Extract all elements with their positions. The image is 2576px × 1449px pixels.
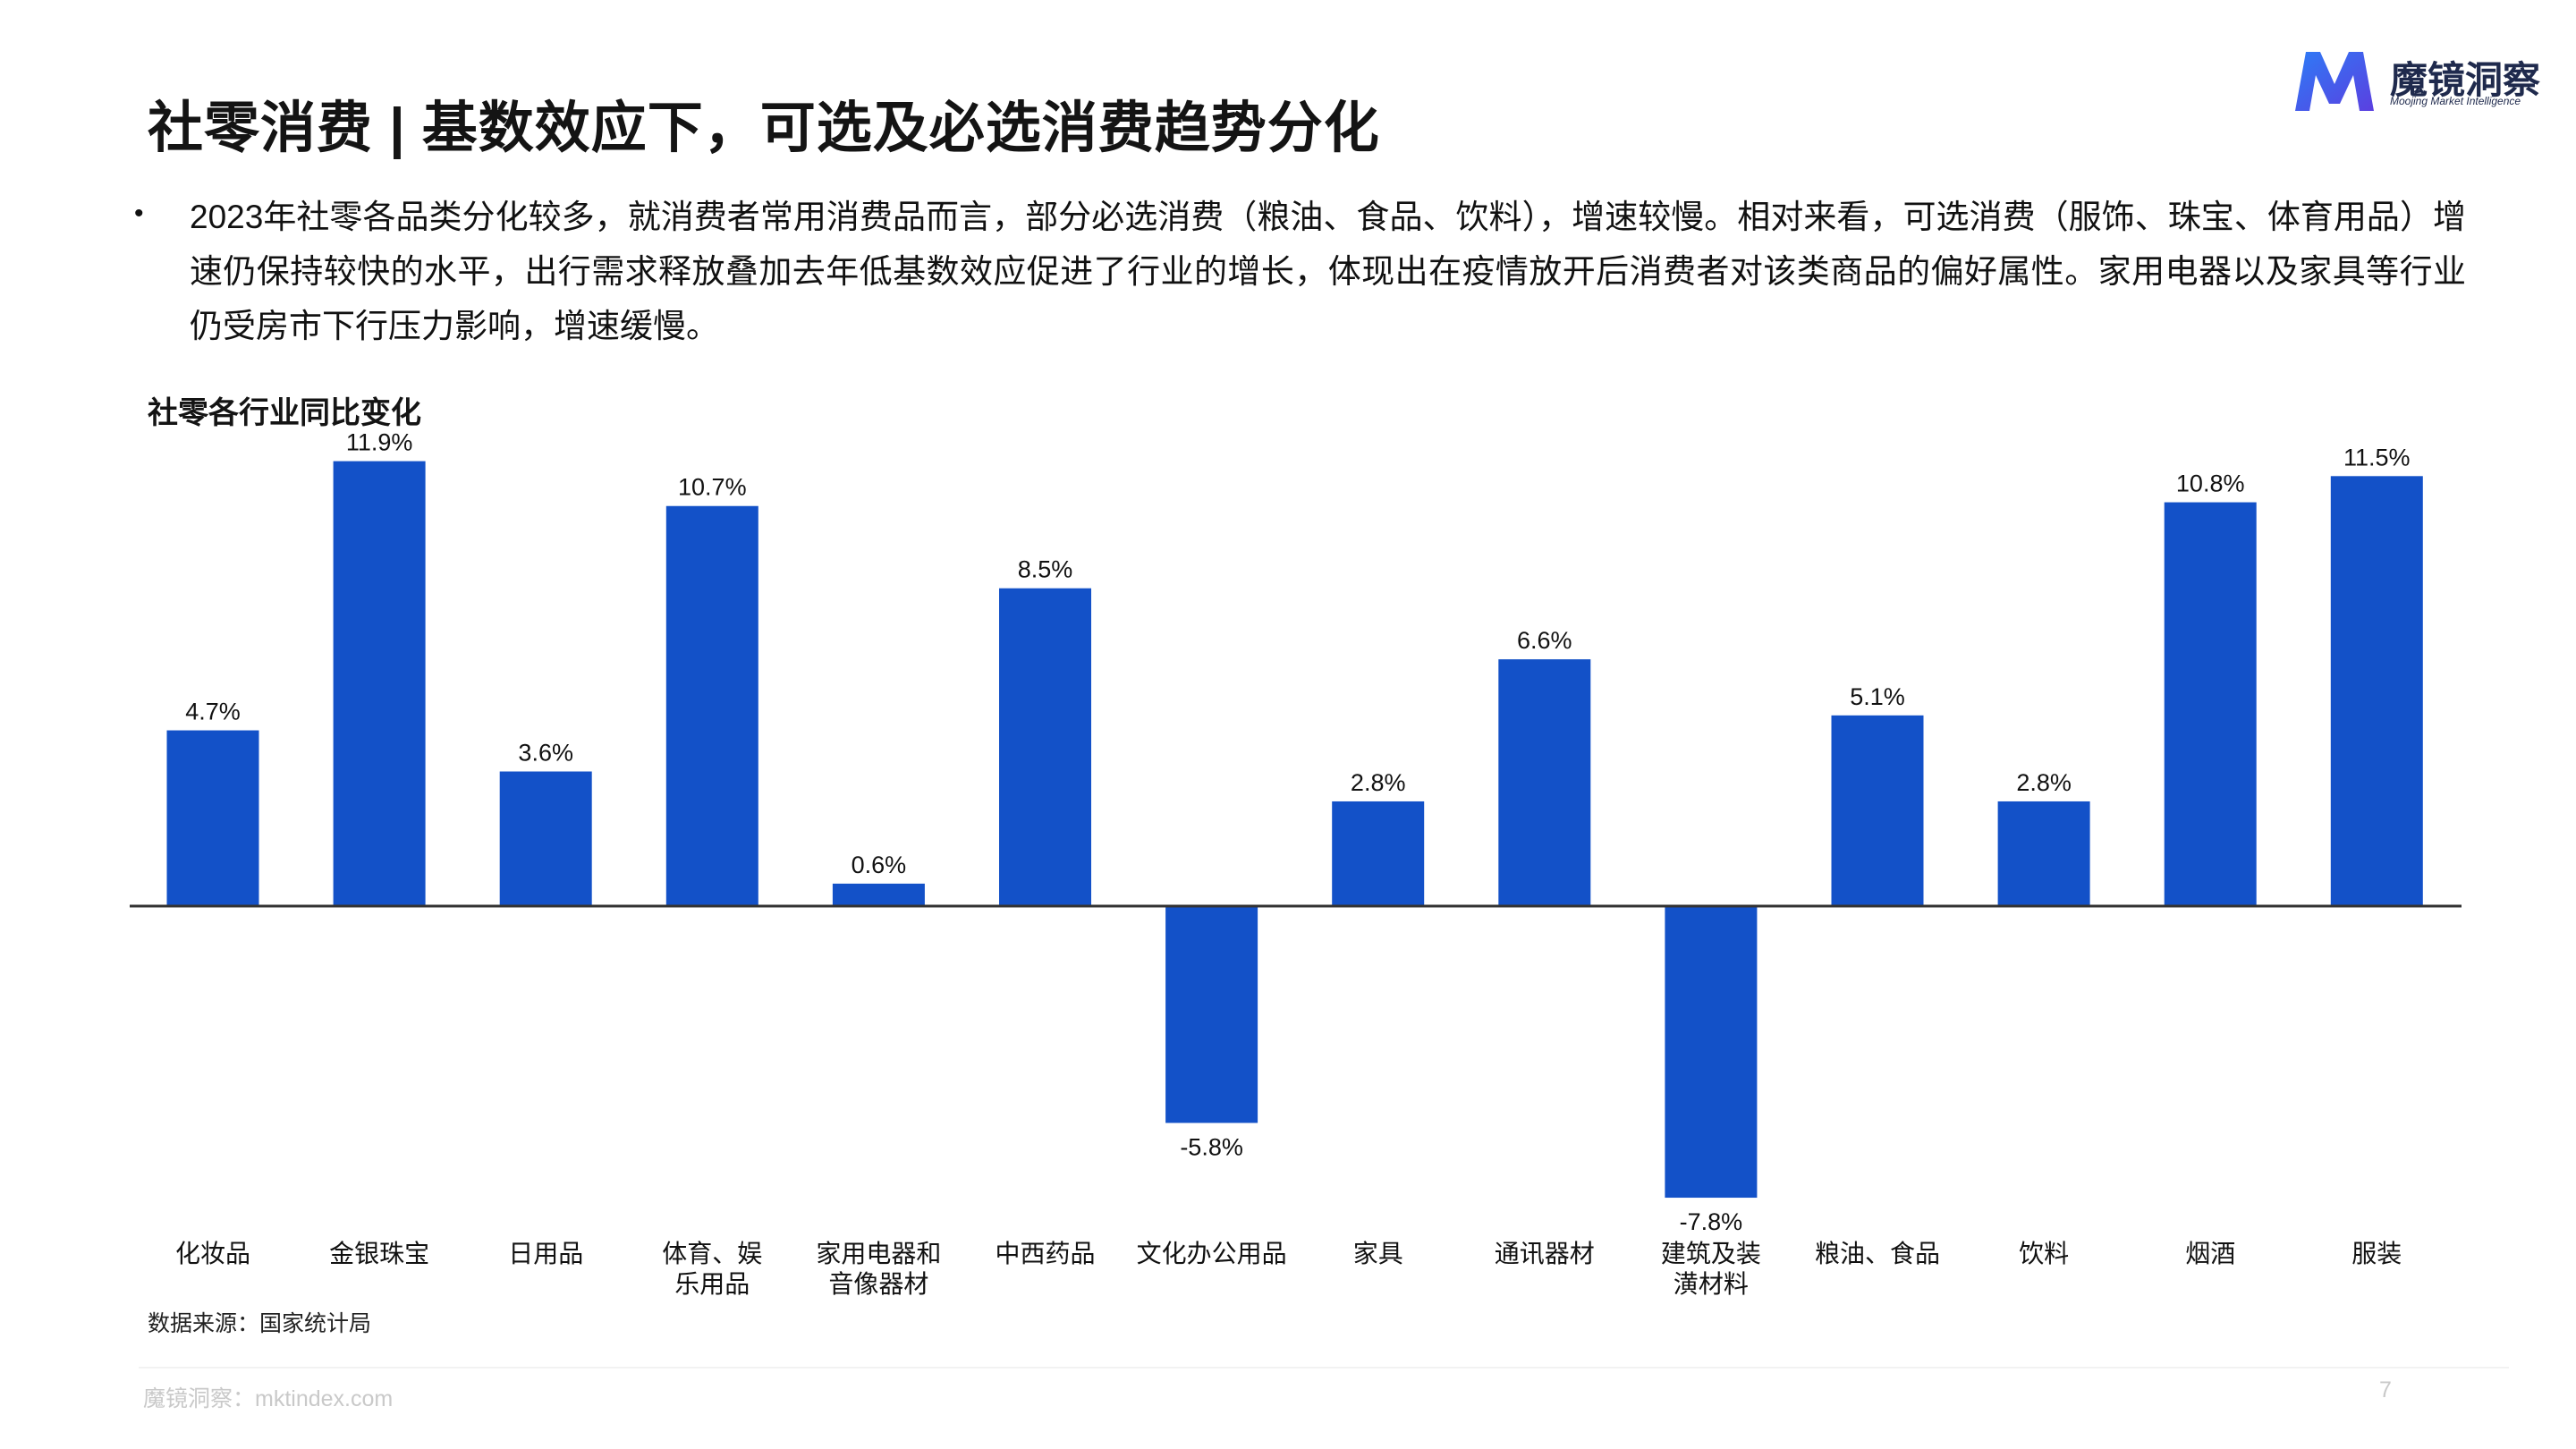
data-label: -7.8% (1680, 1208, 1743, 1235)
data-label: 3.6% (518, 740, 573, 767)
bar-8 (1332, 801, 1425, 906)
category-label: 日用品 (508, 1240, 583, 1267)
bar-3 (499, 771, 592, 906)
m-logo-icon (2295, 52, 2374, 111)
bar-12 (1997, 801, 2090, 906)
bar-5 (832, 883, 925, 906)
data-label: 2.8% (1351, 769, 1406, 796)
chart-title: 社零各行业同比变化 (148, 396, 421, 430)
bar-6 (999, 588, 1091, 906)
bar-7 (1165, 906, 1258, 1123)
bar-4 (665, 505, 758, 906)
data-label: 2.8% (2016, 769, 2072, 796)
data-label: 10.8% (2176, 470, 2245, 497)
data-label: -5.8% (1180, 1133, 1243, 1160)
category-label: 家具 (1353, 1240, 1403, 1267)
category-label: 金银珠宝 (329, 1240, 429, 1267)
footer-divider (139, 1367, 2509, 1368)
data-label: 10.7% (678, 474, 747, 501)
data-source: 数据来源：国家统计局 (148, 1311, 372, 1336)
category-label: 通讯器材 (1495, 1240, 1595, 1267)
data-label: 5.1% (1850, 683, 1905, 710)
bar-11 (1831, 715, 1924, 906)
category-label: 体育、娱 (662, 1240, 762, 1267)
category-label: 乐用品 (674, 1270, 750, 1298)
bar-2 (333, 461, 426, 906)
page-number: 7 (2379, 1377, 2392, 1402)
data-label: 0.6% (852, 852, 907, 878)
category-label: 化妆品 (175, 1240, 250, 1267)
bar-1 (166, 730, 259, 906)
category-label: 建筑及装 (1661, 1240, 1761, 1267)
data-label: 4.7% (185, 699, 241, 725)
data-label: 11.5% (2343, 444, 2411, 470)
category-label: 潢材料 (1674, 1270, 1749, 1298)
data-label: 11.9% (346, 429, 413, 456)
bar-10 (1665, 906, 1758, 1199)
category-label: 音像器材 (828, 1270, 928, 1298)
category-label: 文化办公用品 (1137, 1240, 1287, 1267)
category-label: 中西药品 (995, 1240, 1095, 1267)
category-label: 服装 (2351, 1240, 2402, 1267)
data-label: 8.5% (1018, 556, 1073, 583)
logo-tagline: Moojing Market Intelligence (2390, 95, 2521, 107)
footer-site: 魔镜洞察：mktindex.com (143, 1386, 394, 1411)
brand-logo: 魔镜洞察 Moojing Market Intelligence (2290, 45, 2549, 116)
summary-paragraph: 2023年社零各品类分化较多，就消费者常用消费品而言，部分必选消费（粮油、食品、… (190, 199, 2466, 344)
page-title: 社零消费 | 基数效应下，可选及必选消费趋势分化 (148, 97, 1380, 159)
bar-13 (2164, 502, 2257, 906)
logo-name: 魔镜洞察 (2390, 59, 2541, 101)
category-label: 烟酒 (2185, 1240, 2235, 1267)
category-label: 家用电器和 (816, 1240, 941, 1267)
bar-14 (2330, 476, 2423, 906)
bullet-marker: • (134, 199, 144, 228)
bar-9 (1498, 659, 1591, 906)
data-label: 6.6% (1517, 627, 1572, 654)
category-label: 粮油、食品 (1815, 1240, 1940, 1267)
category-label: 饮料 (2019, 1240, 2069, 1267)
